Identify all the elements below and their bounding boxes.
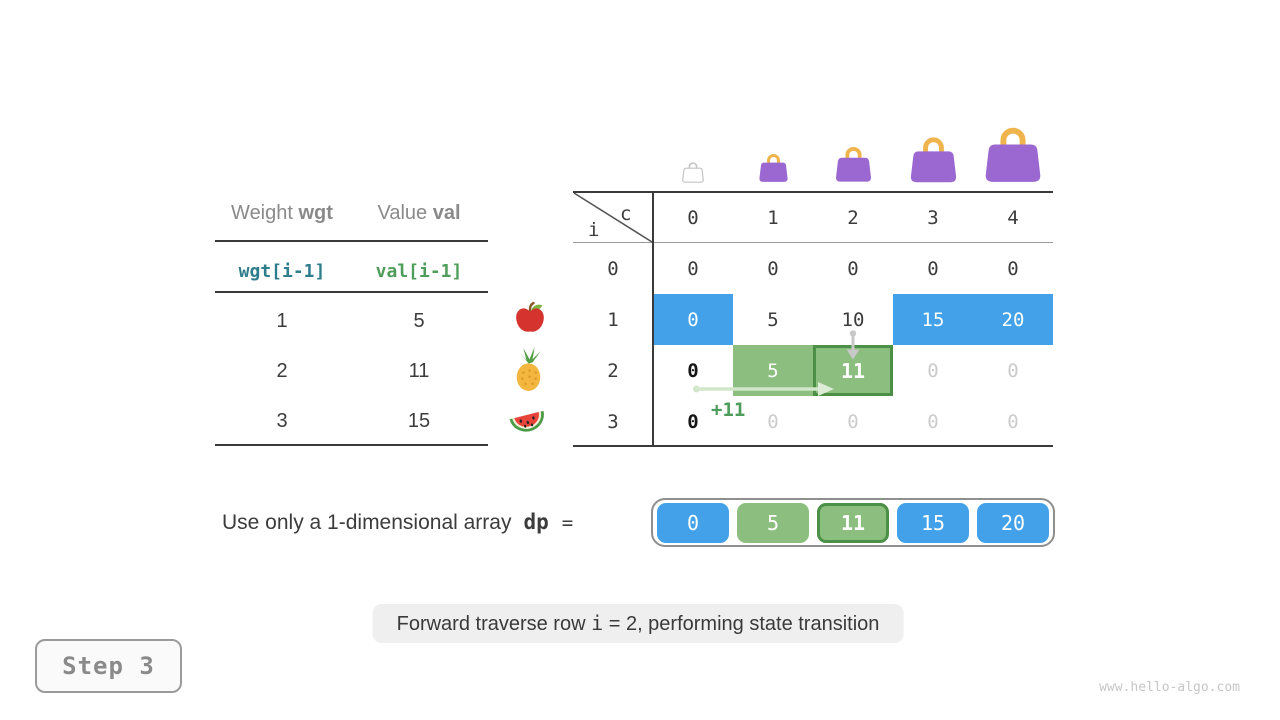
dp-cell-r1-c4: 20 [973, 294, 1053, 345]
corner-row-var: i [588, 219, 600, 241]
dp-array-cell-2: 11 [817, 502, 889, 543]
dp-col-header-4: 4 [1007, 206, 1019, 229]
dp-cell-r0-c4: 0 [1007, 257, 1019, 280]
dp-row-header-3: 3 [607, 410, 619, 433]
dp-cell-r2-c4: 0 [1007, 359, 1019, 382]
dp-table-rule-top [573, 191, 1053, 193]
caption-var-i: i [591, 611, 604, 635]
dp-cell-r3-c2: 0 [847, 410, 859, 433]
dp-cell-r2-c0: 0 [687, 359, 699, 382]
dp-table-rule-vertical [652, 191, 654, 447]
dp-col-header-1: 1 [767, 206, 779, 229]
dp-col-header-0: 0 [687, 206, 699, 229]
dp-col-header-3: 3 [927, 206, 939, 229]
watermelon-icon [509, 410, 544, 432]
plus-value-annotation: +11 [711, 399, 746, 421]
dp-row-header-0: 0 [607, 257, 619, 280]
dp-cell-r2-c1: 5 [733, 345, 813, 396]
corner-col-var: c [620, 203, 632, 225]
item-weight-2: 3 [276, 410, 288, 432]
dp-cell-r0-c0: 0 [687, 257, 699, 280]
dp-cell-r2-c3: 0 [927, 359, 939, 382]
item-value-1: 11 [408, 360, 430, 382]
pineapple-icon [516, 347, 541, 391]
item-value-0: 5 [413, 310, 425, 332]
dp-cell-r0-c3: 0 [927, 257, 939, 280]
value-column-header: Value val [377, 202, 461, 224]
bag-capacity-4-icon [985, 127, 1041, 182]
dp-cell-r2-c2: 11 [813, 345, 893, 396]
dp-cell-r3-c3: 0 [927, 410, 939, 433]
dp-cell-r0-c1: 0 [767, 257, 779, 280]
dp-array-cell-0: 0 [657, 502, 729, 543]
dp-cell-r0-c2: 0 [847, 257, 859, 280]
dp-row-header-2: 2 [607, 359, 619, 382]
item-weight-0: 1 [276, 310, 288, 332]
item-value-2: 15 [407, 410, 431, 432]
items-table-rule-mid [215, 291, 488, 293]
dp-array-cell-3: 15 [897, 502, 969, 543]
dp-array-cell-4: 20 [977, 502, 1049, 543]
bag-capacity-3-icon [910, 137, 956, 182]
dp-cell-r1-c2: 10 [841, 308, 865, 331]
dp-table-rule-header [573, 242, 1053, 243]
apple-icon [516, 301, 544, 332]
caption-banner: Forward traverse row i = 2, performing s… [372, 604, 904, 643]
items-table-rule-bottom [215, 444, 488, 446]
dp-table-rule-bottom [573, 445, 1053, 447]
dp-cell-r1-c1: 5 [767, 308, 779, 331]
dp-cell-r3-c1: 0 [767, 410, 779, 433]
dp-cell-r1-c0: 0 [653, 294, 733, 345]
corner-diagonal-line [573, 192, 653, 243]
items-table-rule-top [215, 240, 488, 242]
dp-array: 0 5 11 15 20 [651, 498, 1055, 547]
dp-cell-r3-c0: 0 [687, 410, 699, 433]
step-badge: Step 3 [35, 639, 182, 693]
watermark: www.hello-algo.com [1099, 680, 1240, 695]
dp-cell-r3-c4: 0 [1007, 410, 1019, 433]
dp-cell-r1-c3: 15 [893, 294, 973, 345]
weight-column-header: Weight wgt [231, 202, 333, 224]
bag-capacity-1-icon [758, 154, 788, 182]
equals-sign: = [561, 512, 574, 534]
dp-col-header-2: 2 [847, 206, 859, 229]
bag-capacity-2-icon [835, 147, 871, 182]
dp-array-label: Use only a 1-dimensional array dp = [222, 510, 574, 534]
weight-formula-cell: wgt[i-1] [238, 261, 326, 282]
bag-capacity-0-icon [682, 162, 704, 183]
value-formula-cell: val[i-1] [375, 261, 463, 282]
dp-array-cell-1: 5 [737, 502, 809, 543]
dp-row-header-1: 1 [607, 308, 619, 331]
item-weight-1: 2 [276, 360, 288, 382]
dp-var-name: dp [523, 510, 549, 534]
